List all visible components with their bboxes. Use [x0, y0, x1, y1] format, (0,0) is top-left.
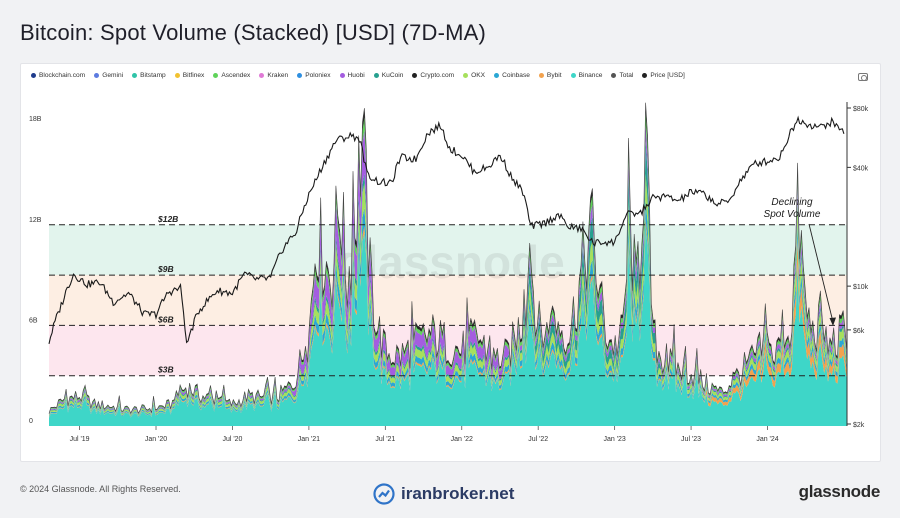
legend-label: Total	[619, 72, 634, 79]
legend-item[interactable]: Blockchain.com	[31, 72, 85, 79]
legend-dot	[132, 73, 138, 78]
legend-label: Ascendex	[221, 72, 251, 79]
legend-item[interactable]: Ascendex	[213, 72, 250, 79]
legend-dot	[31, 73, 36, 78]
legend-item[interactable]: Gemini	[94, 72, 123, 79]
volume-band	[49, 224, 847, 276]
y-right-tick: $2k	[853, 422, 865, 429]
y-left-tick: 6B	[29, 317, 38, 324]
camera-icon[interactable]	[858, 73, 868, 81]
x-tick: Jan '24	[756, 436, 778, 443]
annotation-arrowhead	[829, 317, 836, 326]
legend-item[interactable]: Binance	[570, 72, 603, 79]
legend-label: Poloniex	[305, 72, 331, 79]
total-volume-line	[48, 102, 848, 414]
legend-label: Gemini	[102, 72, 124, 79]
chart-card: glassnode $12B $9B $6B $3B 0 6B 12B 18B $2k $6k $10…	[20, 63, 881, 462]
legend-dot	[339, 73, 345, 78]
x-tick: Jul '20	[222, 436, 242, 443]
legend-dot	[259, 73, 265, 78]
legend-item[interactable]: Price [USD]	[642, 72, 685, 79]
y-right-tick: $40k	[853, 165, 869, 172]
legend-dot	[94, 73, 100, 78]
spot-volume-chart: glassnode $12B $9B $6B $3B 0 6B 12B 18B $2k $6k $10…	[29, 102, 869, 443]
x-tick: Jul '21	[375, 436, 395, 443]
legend-item[interactable]: Bitfinex	[174, 72, 205, 79]
legend-dot	[373, 73, 379, 78]
x-tick: Jul '19	[70, 436, 90, 443]
legend-label: Huobi	[347, 72, 365, 79]
y-left-tick: 18B	[29, 116, 42, 123]
legend-item[interactable]: OKX	[463, 72, 485, 79]
legend-label: Bitstamp	[140, 72, 166, 79]
watermark: glassnode	[337, 236, 565, 288]
annotation-text: Declining	[771, 197, 813, 208]
legend-dot	[642, 73, 648, 78]
legend-dot	[412, 73, 418, 78]
x-tick: Jul '22	[528, 436, 548, 443]
level-label: $12B	[157, 214, 178, 224]
legend-item[interactable]: Bybit	[538, 72, 562, 79]
y-left-tick: 12B	[29, 217, 42, 224]
legend-label: OKX	[471, 72, 486, 79]
legend-dot	[570, 73, 576, 78]
brand-logo: glassnode	[798, 482, 881, 501]
y-right-tick: $80k	[853, 106, 869, 113]
price-line	[48, 115, 845, 345]
x-tick: Jan '21	[298, 436, 320, 443]
chart-legend: Blockchain.com Gemini Bitstamp Bitfinex Asce…	[31, 72, 694, 79]
legend-item[interactable]: Huobi	[339, 72, 365, 79]
chart-trend-icon	[373, 483, 395, 505]
legend-dot	[213, 73, 219, 78]
legend-label: Bybit	[546, 72, 562, 79]
legend-item[interactable]: Crypto.com	[412, 72, 454, 79]
level-label: $6B	[157, 314, 174, 324]
legend-item[interactable]: Coinbase	[494, 72, 530, 79]
legend-dot	[463, 73, 469, 78]
site-name: iranbroker.net	[401, 484, 515, 503]
area-binance	[49, 225, 847, 426]
legend-label: Bitfinex	[182, 72, 205, 79]
x-tick: Jan '23	[603, 436, 625, 443]
legend-label: Blockchain.com	[39, 72, 86, 79]
legend-label: Binance	[578, 72, 603, 79]
legend-label: KuCoin	[381, 72, 404, 79]
legend-item[interactable]: Poloniex	[297, 72, 331, 79]
legend-label: Price [USD]	[650, 72, 685, 79]
legend-label: Crypto.com	[420, 72, 455, 79]
y-left-tick: 0	[29, 418, 33, 425]
legend-item[interactable]: KuCoin	[373, 72, 404, 79]
legend-item[interactable]: Kraken	[259, 72, 288, 79]
level-label: $9B	[157, 264, 174, 274]
level-label: $3B	[157, 365, 174, 375]
annotation-arrow	[808, 223, 834, 323]
copyright: © 2024 Glassnode. All Rights Reserved.	[20, 484, 181, 494]
legend-item[interactable]: Total	[611, 72, 633, 79]
x-tick: Jul '23	[681, 436, 701, 443]
legend-item[interactable]: Bitstamp	[132, 72, 166, 79]
x-tick: Jan '22	[451, 436, 473, 443]
legend-dot	[494, 73, 500, 78]
site-logo[interactable]: iranbroker.net	[373, 483, 514, 505]
legend-dot	[538, 73, 544, 78]
x-tick: Jan '20	[145, 436, 167, 443]
legend-label: Kraken	[267, 72, 289, 79]
legend-dot	[174, 73, 180, 78]
y-right-tick: $6k	[853, 328, 865, 335]
legend-dot	[611, 73, 617, 78]
legend-label: Coinbase	[502, 72, 530, 79]
y-right-tick: $10k	[853, 284, 869, 291]
page-title: Bitcoin: Spot Volume (Stacked) [USD] (7D…	[20, 20, 487, 45]
legend-dot	[297, 73, 303, 78]
annotation-text: Spot Volume	[764, 209, 821, 220]
